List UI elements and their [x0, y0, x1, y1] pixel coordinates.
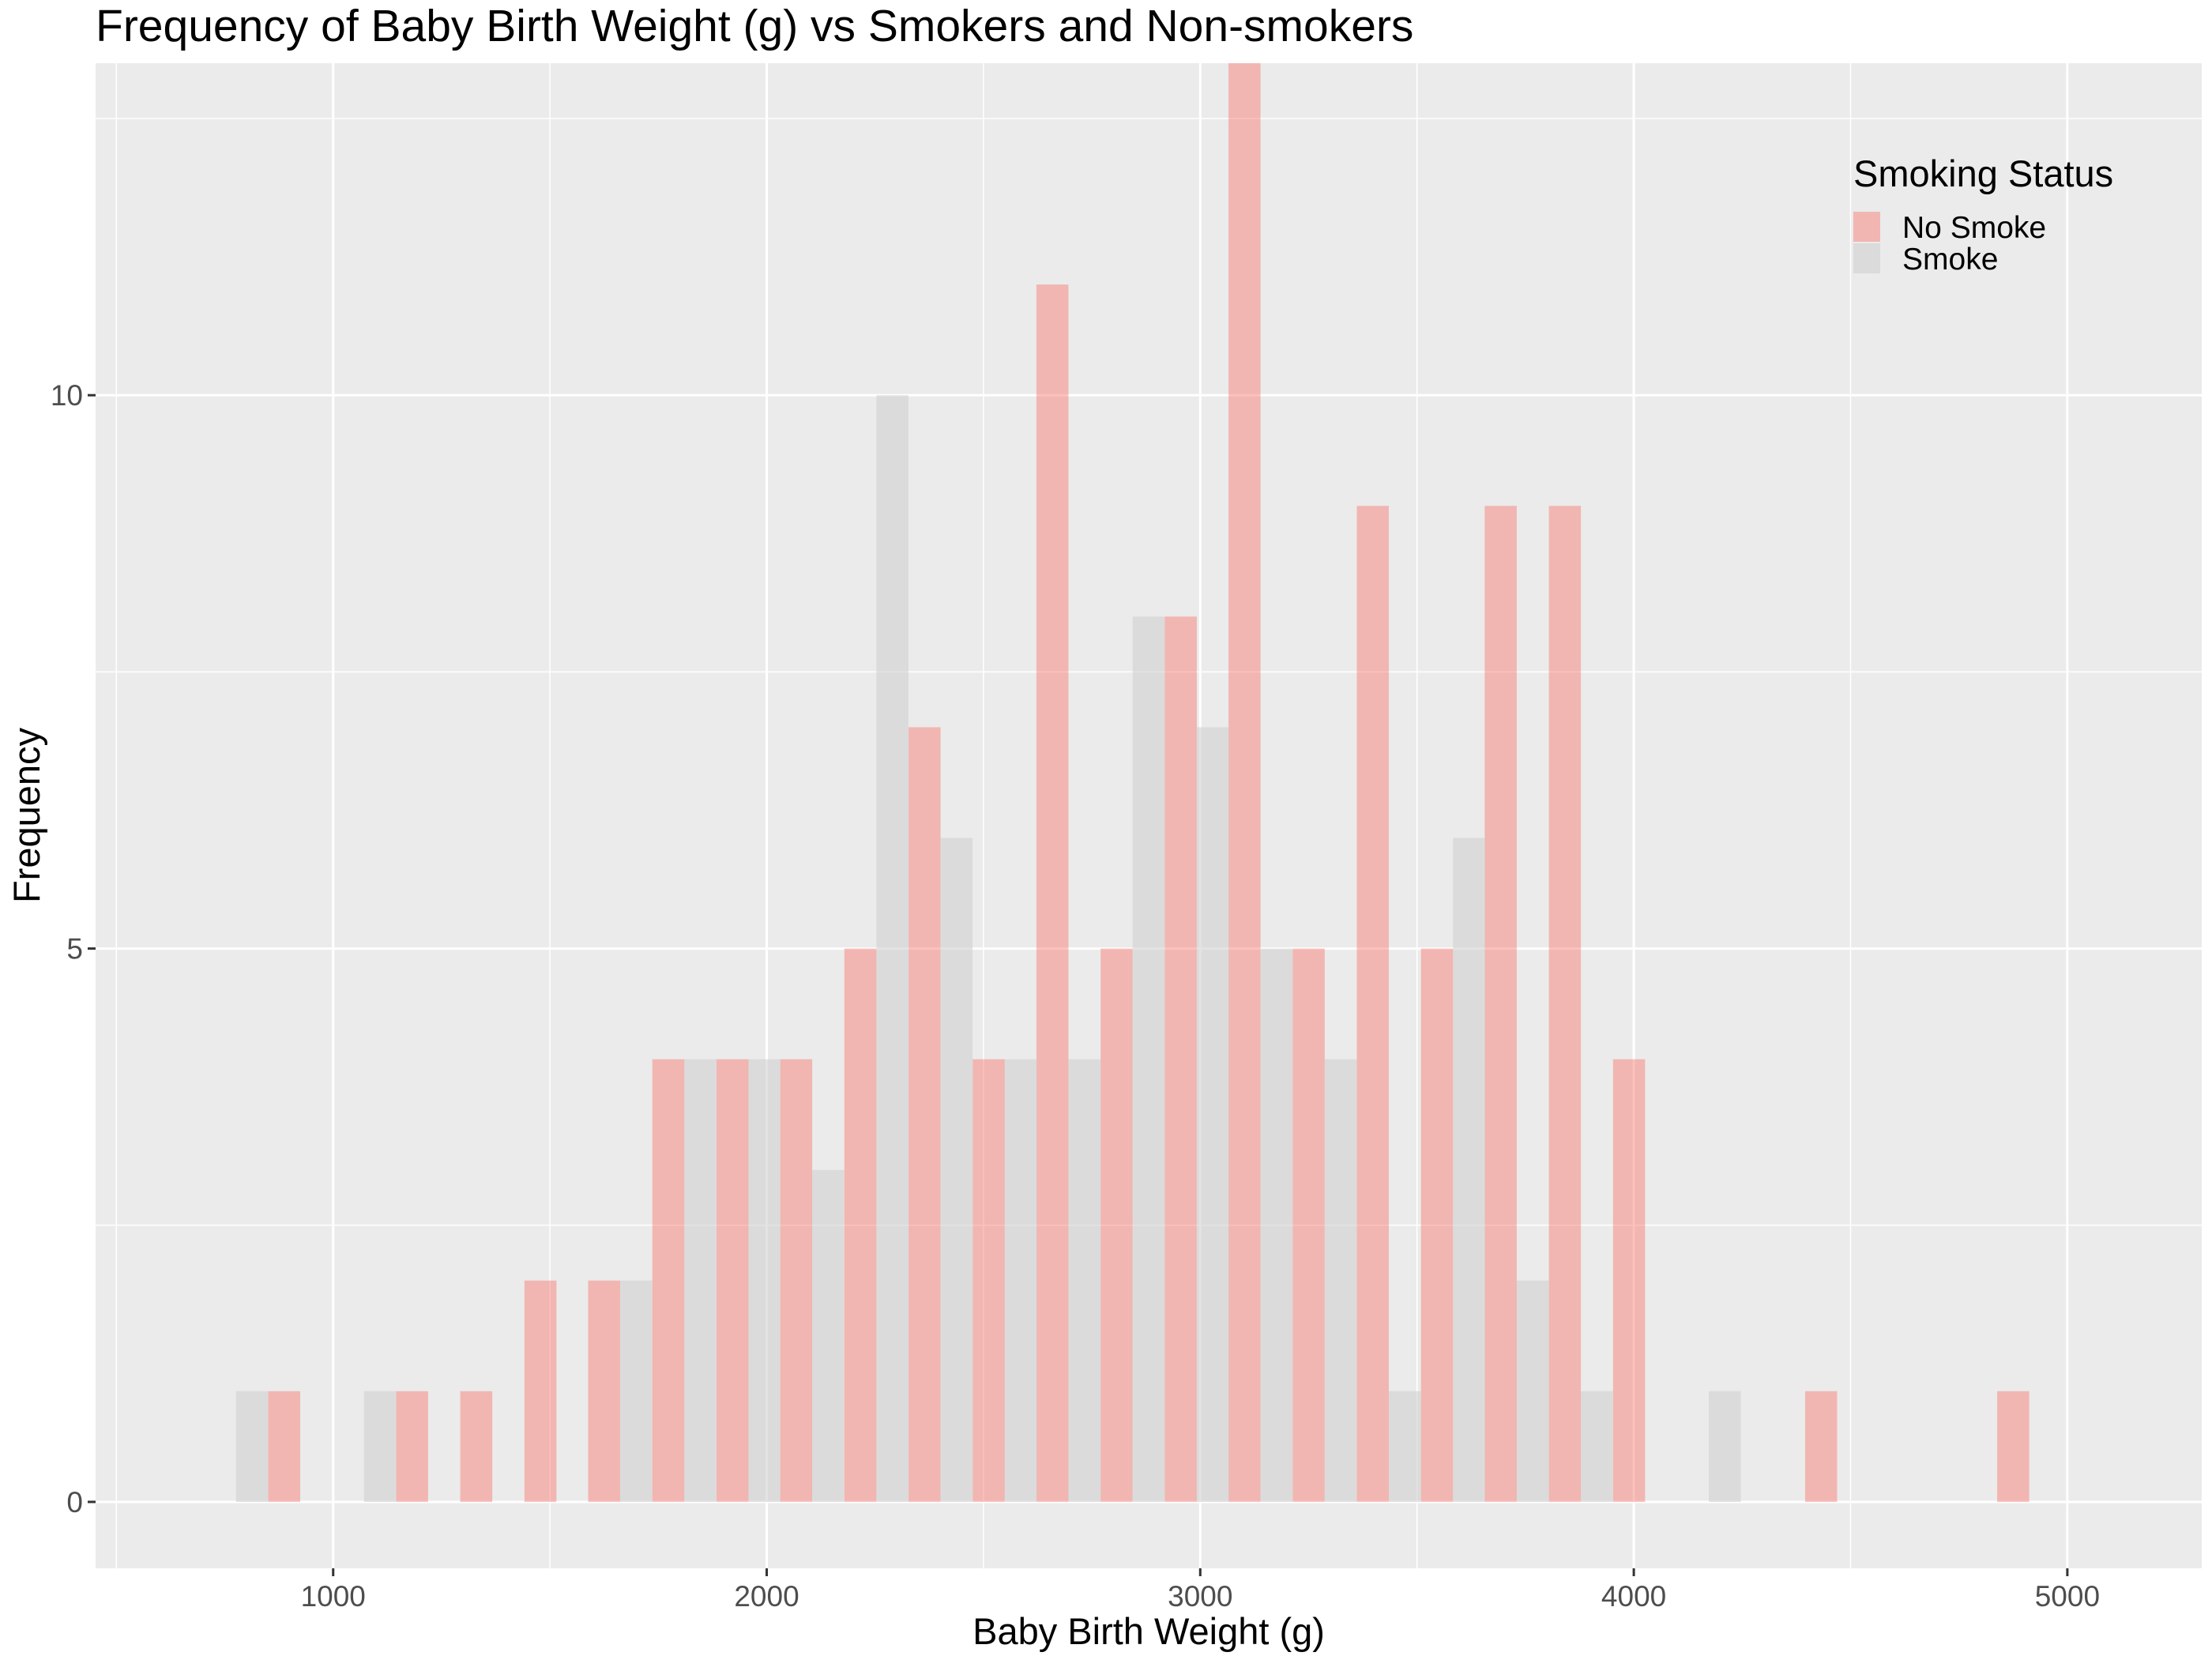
x-tick-label-4: 5000: [2035, 1580, 2100, 1613]
bar-smoke-0: [235, 1391, 269, 1502]
bar-no-smoke-15: [1164, 616, 1197, 1502]
bar-smoke-10: [876, 395, 908, 1502]
bar-smoke-11: [940, 837, 973, 1502]
legend-label-no-smoke: No Smoke: [1902, 211, 2046, 245]
bar-no-smoke-16: [1228, 63, 1261, 1502]
bar-smoke-2: [363, 1391, 397, 1502]
bar-no-smoke-4: [460, 1391, 493, 1502]
bar-no-smoke-25: [1804, 1391, 1838, 1502]
bar-no-smoke-12: [972, 1059, 1005, 1502]
x-tick-label-1: 2000: [734, 1580, 799, 1613]
bar-smoke-18: [1389, 1391, 1421, 1502]
bar-no-smoke-1: [268, 1391, 301, 1502]
bar-smoke-6: [620, 1280, 653, 1502]
bar-no-smoke-19: [1420, 948, 1454, 1502]
bar-no-smoke-7: [652, 1059, 685, 1502]
bar-no-smoke-10: [844, 948, 877, 1502]
legend-title: Smoking Status: [1853, 152, 2113, 194]
bar-no-smoke-17: [1292, 948, 1325, 1502]
bar-no-smoke-8: [716, 1059, 749, 1502]
legend-label-smoke: Smoke: [1902, 243, 1998, 277]
bar-smoke-13: [1068, 1059, 1101, 1502]
y-tick-label-0: 0: [66, 1486, 83, 1519]
chart-title: Frequency of Baby Birth Weight (g) vs Sm…: [96, 1, 1413, 51]
bar-no-smoke-11: [908, 727, 941, 1502]
x-axis: 1000 2000 3000 4000 5000: [301, 1568, 2100, 1613]
y-axis: 0 5 10: [51, 379, 96, 1519]
bar-no-smoke-9: [780, 1059, 813, 1502]
bar-smoke-14: [1132, 616, 1165, 1502]
x-tick-label-2: 3000: [1168, 1580, 1232, 1613]
bar-no-smoke-3: [396, 1391, 428, 1502]
bar-no-smoke-28: [1997, 1391, 2030, 1502]
x-tick-label-3: 4000: [1601, 1580, 1666, 1613]
bar-no-smoke-5: [524, 1280, 557, 1502]
bar-smoke-12: [1004, 1059, 1037, 1502]
legend-key-no-smoke: [1853, 212, 1880, 242]
bar-no-smoke-14: [1100, 948, 1133, 1502]
bar-smoke-20: [1516, 1280, 1549, 1502]
bar-smoke-23: [1709, 1391, 1741, 1502]
y-tick-label-1: 5: [66, 933, 83, 965]
bar-no-smoke-6: [588, 1280, 621, 1502]
bar-smoke-8: [748, 1059, 781, 1502]
bar-smoke-21: [1581, 1391, 1613, 1502]
y-tick-label-2: 10: [51, 379, 83, 412]
bar-smoke-17: [1324, 1059, 1357, 1502]
bar-smoke-9: [812, 1169, 845, 1502]
bar-no-smoke-20: [1484, 506, 1517, 1502]
bar-no-smoke-22: [1612, 1059, 1646, 1502]
y-axis-title: Frequency: [6, 727, 47, 903]
legend-key-smoke: [1853, 243, 1880, 273]
bar-no-smoke-21: [1548, 506, 1582, 1502]
bar-no-smoke-18: [1356, 506, 1390, 1502]
x-axis-title: Baby Birth Weight (g): [972, 1610, 1325, 1652]
bar-smoke-19: [1453, 837, 1485, 1502]
bar-smoke-16: [1260, 948, 1293, 1502]
bar-smoke-15: [1196, 727, 1229, 1502]
bar-no-smoke-13: [1036, 284, 1069, 1502]
x-tick-label-0: 1000: [301, 1580, 366, 1613]
bars: [235, 63, 2030, 1502]
bar-smoke-7: [684, 1059, 717, 1502]
